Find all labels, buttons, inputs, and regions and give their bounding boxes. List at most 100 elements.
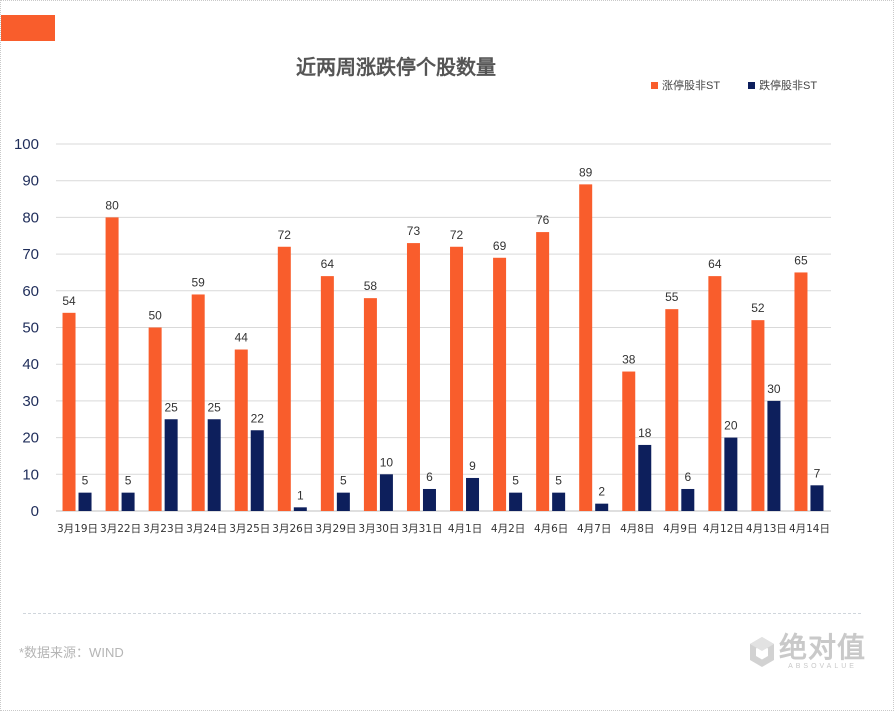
brand-logo: 绝对值 ABSOVALUE: [749, 633, 866, 670]
data-label: 58: [364, 279, 378, 293]
x-tick-label: 4月9日: [663, 523, 697, 535]
data-label: 1: [297, 488, 304, 502]
bar-down: [379, 474, 393, 511]
data-label: 5: [125, 474, 132, 488]
bar-up: [708, 276, 722, 511]
bar-up: [105, 217, 119, 511]
data-label: 44: [235, 331, 249, 345]
x-tick-label: 4月14日: [789, 523, 830, 535]
bar-down: [724, 437, 738, 511]
data-label: 2: [598, 485, 605, 499]
bar-down: [509, 492, 523, 511]
bar-up: [493, 257, 507, 511]
bar-chart: 0 10 20 30 40 50 60 70 80 90 100 54 5 3月19日 80 5 3月22日 50…: [14, 136, 831, 535]
bar-up: [277, 246, 291, 511]
legend-item-up: 涨停股非ST: [651, 77, 720, 93]
data-label: 22: [251, 411, 265, 425]
data-label: 65: [794, 253, 808, 267]
legend-swatch-down: [748, 81, 756, 89]
bar-down: [681, 488, 695, 511]
bar-down: [595, 503, 609, 511]
logo-en: ABSOVALUE: [788, 663, 857, 670]
accent-bar: [1, 15, 55, 41]
logo-text: 绝对值 ABSOVALUE: [779, 633, 866, 671]
bar-down: [207, 419, 221, 511]
data-label: 20: [724, 419, 738, 433]
data-label: 54: [62, 294, 76, 308]
x-tick-label: 4月2日: [491, 523, 525, 535]
bar-up: [234, 349, 248, 511]
data-label: 64: [321, 257, 335, 271]
data-label: 18: [638, 426, 652, 440]
bar-up: [62, 312, 76, 511]
legend-item-down: 跌停股非ST: [748, 77, 817, 93]
bar-up: [794, 272, 808, 511]
bar-up: [191, 294, 205, 511]
x-tick-label: 3月25日: [229, 523, 270, 535]
bar-down: [250, 430, 264, 511]
bar-down: [121, 492, 135, 511]
data-label: 69: [493, 239, 507, 253]
data-label: 52: [751, 301, 765, 315]
bar-up: [751, 320, 765, 511]
y-tick-label: 10: [22, 466, 39, 483]
data-label: 59: [192, 275, 206, 289]
y-tick-label: 60: [22, 283, 39, 300]
data-label: 72: [278, 228, 292, 242]
bar-up: [665, 309, 679, 511]
x-tick-label: 3月24日: [186, 523, 227, 535]
legend-label-down: 跌停股非ST: [759, 80, 818, 92]
bar-up: [148, 327, 162, 511]
bar-down: [422, 488, 436, 511]
y-tick-label: 70: [22, 246, 39, 263]
y-tick-label: 80: [22, 209, 39, 226]
data-label: 7: [814, 466, 821, 480]
data-label: 10: [380, 455, 394, 469]
bar-up: [320, 276, 334, 511]
data-label: 73: [407, 224, 421, 238]
data-label: 6: [684, 470, 691, 484]
x-tick-label: 4月7日: [577, 523, 611, 535]
bar-down: [164, 419, 178, 511]
x-tick-label: 3月30日: [358, 523, 399, 535]
bar-down: [638, 444, 652, 511]
x-tick-label: 3月31日: [401, 523, 442, 535]
data-label: 38: [622, 353, 636, 367]
data-label: 25: [164, 400, 178, 414]
x-tick-label: 3月26日: [272, 523, 313, 535]
legend: 涨停股非ST 跌停股非ST: [651, 77, 817, 93]
bar-up: [363, 298, 377, 511]
divider: [23, 613, 861, 614]
y-tick-label: 90: [22, 173, 39, 190]
data-source: *数据来源：WIND: [19, 645, 124, 660]
y-tick-label: 100: [14, 136, 39, 153]
data-label: 5: [340, 474, 347, 488]
y-tick-label: 40: [22, 356, 39, 373]
y-tick-label: 20: [22, 430, 39, 447]
y-tick-label: 50: [22, 320, 39, 337]
bar-down: [293, 507, 307, 511]
x-tick-label: 4月12日: [703, 523, 744, 535]
legend-label-up: 涨停股非ST: [662, 80, 721, 92]
x-tick-label: 3月22日: [100, 523, 141, 535]
data-label: 76: [536, 213, 550, 227]
x-tick-label: 3月29日: [315, 523, 356, 535]
data-label: 50: [148, 309, 162, 323]
data-label: 80: [105, 198, 119, 212]
data-label: 89: [579, 165, 593, 179]
bar-down: [810, 485, 824, 511]
bar-up: [579, 184, 593, 511]
data-label: 72: [450, 228, 464, 242]
data-label: 25: [208, 400, 222, 414]
x-tick-label: 3月19日: [57, 523, 98, 535]
legend-swatch-up: [651, 81, 658, 89]
x-tick-label: 4月13日: [746, 523, 787, 535]
bar-down: [466, 477, 480, 511]
x-tick-label: 4月1日: [448, 523, 482, 535]
data-label: 5: [555, 474, 562, 488]
cube-icon: [750, 636, 774, 667]
data-label: 64: [708, 257, 722, 271]
x-tick-label: 4月6日: [534, 523, 568, 535]
data-label: 30: [767, 382, 781, 396]
